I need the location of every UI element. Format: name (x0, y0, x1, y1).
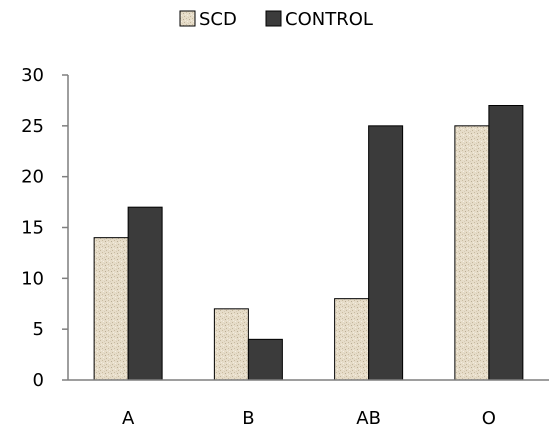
x-tick-label-b: B (242, 408, 254, 429)
bar-control-ab (368, 125, 404, 381)
bar-control-a (127, 206, 163, 381)
y-tick-label: 15 (21, 218, 44, 239)
bar-scd-ab (334, 298, 370, 381)
x-tick-label-o: O (482, 408, 496, 429)
legend: SCD CONTROL (179, 9, 373, 30)
bars (93, 105, 524, 381)
x-tick-label-a: A (122, 408, 135, 429)
bar-scd-o (454, 125, 490, 381)
legend-swatch-control (265, 10, 282, 27)
x-tick-label-ab: AB (356, 408, 381, 429)
y-axis-ticks: 0 5 10 15 20 25 30 (21, 65, 68, 391)
y-tick-label: 10 (21, 268, 44, 289)
y-tick-label: 20 (21, 167, 44, 188)
bar-scd-a (93, 237, 129, 381)
y-tick-label: 30 (21, 65, 44, 86)
legend-label-scd: SCD (199, 9, 237, 30)
bar-control-b (247, 338, 283, 381)
y-tick-label: 5 (33, 319, 44, 340)
y-tick-label: 0 (33, 370, 44, 391)
y-tick-label: 25 (21, 116, 44, 137)
bar-control-o (488, 105, 524, 381)
x-axis-ticks: A B AB O (122, 408, 496, 429)
legend-label-control: CONTROL (285, 9, 373, 30)
bar-scd-b (213, 308, 249, 381)
legend-swatch-scd (179, 10, 196, 27)
